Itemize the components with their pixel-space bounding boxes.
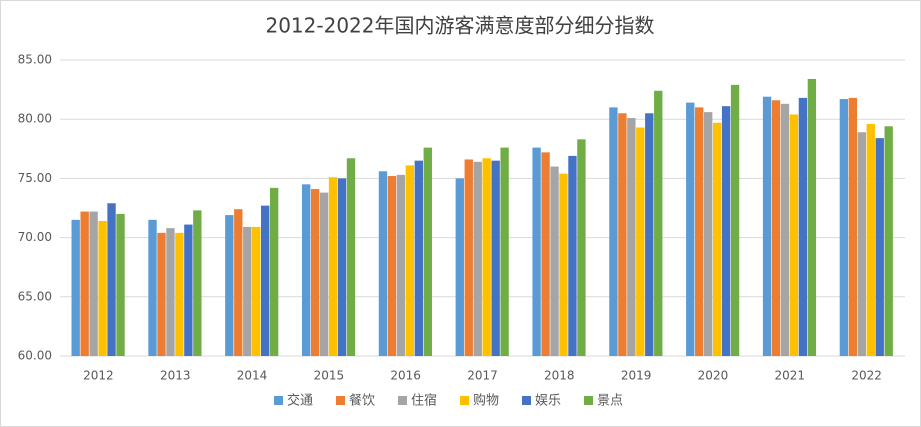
y-tick-label: 80.00 [18, 112, 52, 126]
y-tick-label: 60.00 [18, 349, 52, 363]
x-tick-label: 2021 [774, 369, 805, 383]
x-tick-label: 2012 [83, 369, 114, 383]
bar [166, 228, 175, 356]
x-tick-label: 2015 [314, 369, 345, 383]
legend-swatch [584, 396, 593, 405]
bar [98, 221, 107, 356]
bar [261, 205, 270, 356]
x-tick-label: 2014 [237, 369, 268, 383]
bar [866, 123, 875, 356]
bar [703, 112, 713, 356]
bar [627, 118, 636, 357]
x-tick-label: 2018 [544, 369, 575, 383]
bar [193, 210, 202, 356]
bar [645, 113, 654, 356]
legend-label: 住宿 [411, 393, 437, 409]
bar [789, 114, 799, 357]
bar [780, 103, 790, 356]
bar [89, 211, 98, 356]
bar [473, 161, 482, 356]
bar [455, 178, 464, 356]
bar [269, 187, 279, 356]
legend-swatch [460, 396, 469, 405]
bar [730, 84, 740, 356]
bar [71, 219, 80, 356]
bar [405, 165, 415, 356]
bar [577, 139, 586, 356]
bar [387, 176, 397, 356]
x-tick-label: 2019 [621, 369, 652, 383]
bar [225, 215, 234, 356]
bar [771, 100, 781, 356]
bar [328, 177, 338, 356]
bar [857, 132, 866, 356]
bar [396, 174, 406, 356]
bar [378, 171, 388, 356]
bar [337, 178, 347, 356]
legend-swatch [336, 396, 345, 405]
bar [609, 107, 618, 356]
legend-swatch [274, 396, 283, 405]
bar [654, 90, 663, 356]
legend-label: 购物 [473, 393, 499, 409]
x-tick-label: 2016 [390, 369, 421, 383]
bar [848, 97, 858, 356]
bar [310, 189, 320, 356]
bar [541, 152, 550, 356]
bar [550, 166, 559, 356]
bar [807, 78, 817, 356]
bar [712, 122, 722, 356]
bar [80, 211, 89, 356]
bar [875, 138, 884, 356]
bar [884, 126, 893, 356]
bar [184, 224, 193, 356]
bar [618, 113, 627, 356]
bar [346, 158, 356, 356]
x-tick-label: 2017 [467, 369, 498, 383]
bar [559, 173, 568, 356]
bar [243, 226, 252, 356]
bar [762, 96, 772, 356]
bar [532, 147, 541, 356]
y-tick-label: 75.00 [18, 171, 52, 185]
x-tick-label: 2020 [698, 369, 729, 383]
bar [414, 160, 424, 356]
bar [798, 97, 808, 356]
bar [839, 99, 849, 357]
bar [234, 209, 243, 356]
bar [157, 232, 166, 356]
legend-swatch [398, 396, 407, 405]
legend-label: 餐饮 [349, 393, 375, 409]
bar [116, 213, 125, 356]
legend-swatch [522, 396, 531, 405]
chart-title: 2012-2022年国内游客满意度部分细分指数 [265, 14, 654, 38]
x-tick-label: 2022 [851, 369, 882, 383]
y-tick-label: 70.00 [18, 230, 52, 244]
bar [464, 159, 473, 356]
bar [695, 107, 704, 356]
x-tick-label: 2013 [160, 369, 191, 383]
legend-label: 景点 [597, 394, 623, 409]
legend-label: 交通 [287, 393, 313, 409]
bar [482, 158, 491, 356]
bar [636, 127, 645, 356]
bar [568, 155, 577, 356]
y-tick-label: 65.00 [18, 289, 52, 303]
legend-label: 娱乐 [535, 394, 561, 409]
bar [319, 192, 329, 356]
y-tick-label: 85.00 [18, 53, 52, 67]
bar [686, 102, 695, 357]
bar [175, 232, 184, 356]
bar [107, 203, 116, 356]
bar [252, 226, 261, 356]
bar [423, 147, 432, 356]
bar [148, 219, 157, 356]
bar [491, 160, 500, 356]
bar [301, 184, 311, 356]
bar [500, 147, 509, 356]
bar [721, 106, 731, 357]
